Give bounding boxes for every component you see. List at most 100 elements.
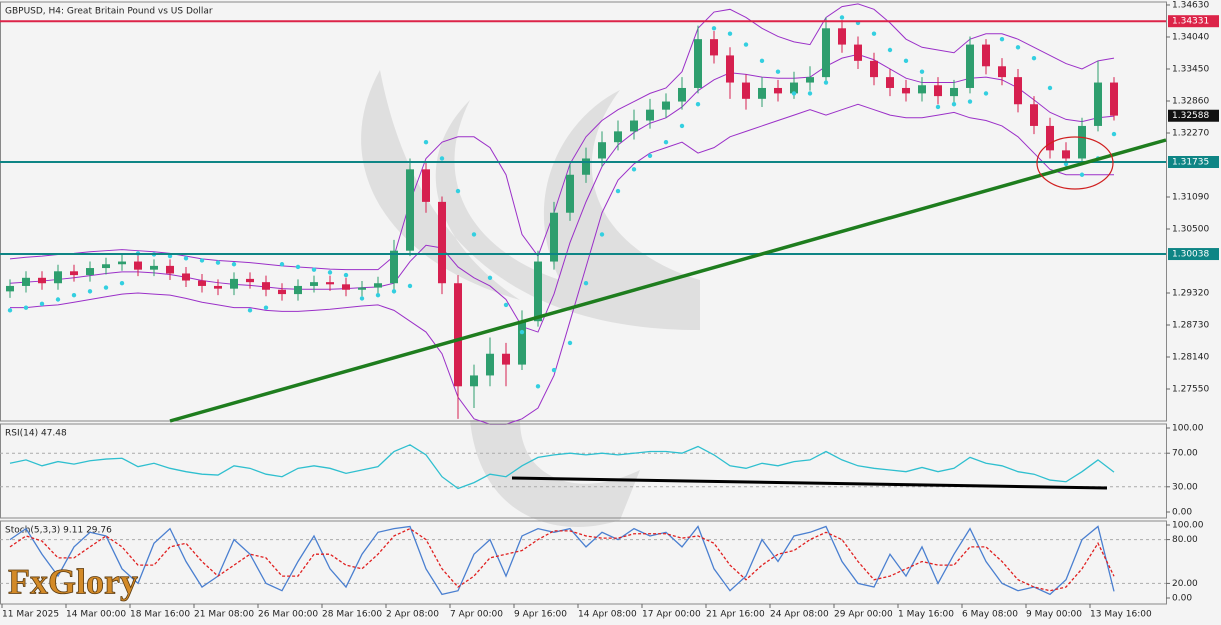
y-tick-label: 1.28140 [1172,352,1209,362]
y-tick-label: 0.00 [1172,508,1192,518]
level-label-box [1168,15,1219,28]
sar-dot [103,285,109,290]
x-tick-label: 29 Apr 00:00 [834,610,893,620]
level-label-box [1168,156,1219,169]
candle-body [534,261,542,322]
x-tick-label: 9 Apr 16:00 [514,610,567,620]
sar-dot [439,156,445,161]
candle-body [1078,125,1086,159]
candle-body [1110,82,1118,116]
sar-dot [823,80,829,85]
y-tick-label: 80.00 [1172,535,1198,545]
sar-dot [807,91,813,96]
candle-body [774,87,782,94]
sar-dot [567,340,573,346]
sar-dot [343,272,349,278]
candle-body [598,142,606,159]
x-tick-label: 13 May 16:00 [1090,610,1152,620]
candle-body [358,287,366,290]
candle-body [118,261,126,265]
sar-dot [999,36,1005,42]
candle-body [806,77,814,83]
sar-dot [263,305,269,310]
logo: FxGlory [8,561,138,601]
x-tick-label: 14 Apr 08:00 [578,610,637,620]
candle-body [566,174,574,213]
sar-dot [471,232,477,237]
y-tick-label: 0.00 [1172,593,1192,603]
sar-dot [183,256,189,261]
candle-body [230,278,238,289]
candle-body [838,28,846,45]
sar-dot [903,58,909,64]
x-tick-label: 6 May 08:00 [962,610,1018,620]
y-tick-label: 30.00 [1172,482,1198,492]
x-tick-label: 24 Apr 08:00 [770,610,829,620]
candle-body [6,285,14,292]
candle-body [918,85,926,94]
candle-body [662,101,670,110]
candle-body [1014,77,1022,105]
sar-dot [695,102,701,107]
candle-body [550,212,558,262]
x-tick-label: 17 Apr 00:00 [642,610,701,620]
y-tick-label: 20.00 [1172,579,1198,589]
panel-title: RSI(14) 47.48 [5,429,67,439]
y-tick-label: 1.29320 [1172,288,1209,298]
sar-dot [535,384,541,389]
y-tick-label: 1.27550 [1172,384,1209,394]
y-tick-label: 1.31090 [1172,192,1209,202]
sar-dot [647,153,653,158]
candle-body [1062,150,1070,159]
candle-body [422,169,430,202]
candle-body [214,285,222,289]
candle-body [998,66,1006,78]
candle-body [262,282,270,290]
y-tick-label: 70.00 [1172,449,1198,459]
sar-dot [87,289,93,294]
sar-dot [887,47,893,53]
candle-body [886,77,894,88]
candle-body [870,60,878,78]
candle-body [694,39,702,88]
candle-body [278,289,286,295]
sar-dot [231,262,237,267]
candle-body [486,353,494,376]
sar-dot [919,69,925,74]
x-tick-label: 14 Mar 00:00 [66,610,126,620]
candle-body [630,120,638,132]
sar-dot [71,292,77,298]
candle-body [166,265,174,274]
x-tick-label: 2 Apr 08:00 [386,610,439,620]
candle-body [406,169,414,251]
last-price-box [1168,109,1219,122]
sar-dot [951,102,957,107]
sar-dot [551,367,557,373]
candle-body [678,87,686,102]
candle-body [342,284,350,290]
sar-dot [743,42,749,47]
sar-dot [983,91,989,96]
sar-dot [791,91,797,96]
sar-dot [775,69,781,74]
candle-body [86,268,94,276]
sar-dot [727,31,733,36]
x-tick-label: 9 May 00:00 [1026,610,1082,620]
panel-title: Stoch(5,3,3) 9.11 29.76 [5,526,112,536]
candle-body [934,85,942,97]
candle-body [854,44,862,61]
x-tick-label: 7 Apr 00:00 [450,610,503,620]
sar-dot [359,296,365,301]
candle-body [470,375,478,387]
candle-body [326,282,334,285]
sar-dot [631,167,637,172]
sar-dot [967,99,973,104]
sar-dot [391,289,397,294]
candle-body [182,273,190,281]
level-label: 1.31735 [1172,158,1209,168]
y-tick-label: 1.33450 [1172,64,1209,74]
sar-dot [1047,85,1053,91]
candle-body [1094,82,1102,126]
